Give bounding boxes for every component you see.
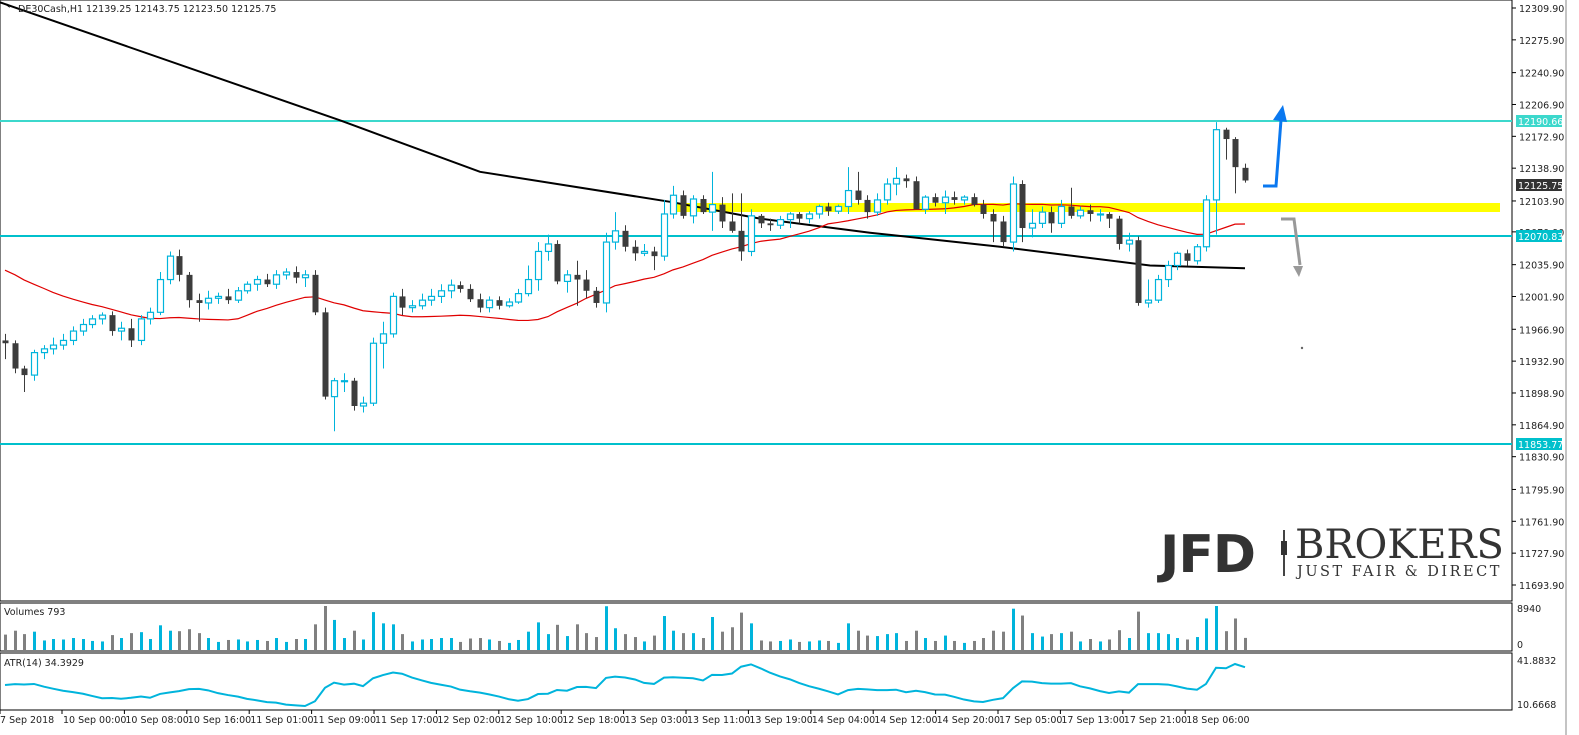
volume-pane[interactable] [0,602,1513,652]
svg-text:12103.90: 12103.90 [1519,197,1564,208]
svg-text:17 Sep 05:00: 17 Sep 05:00 [999,715,1062,726]
volume-bars [4,606,1247,650]
atr-line [4,662,1246,708]
svg-text:JUST FAIR & DIRECT: JUST FAIR & DIRECT [1295,564,1502,580]
svg-text:11830.90: 11830.90 [1519,453,1564,464]
svg-text:11693.90: 11693.90 [1519,581,1564,592]
svg-text:10 Sep 08:00: 10 Sep 08:00 [125,715,188,726]
svg-text:12 Sep 10:00: 12 Sep 10:00 [500,715,563,726]
svg-text:12138.90: 12138.90 [1519,164,1564,175]
dot-marker [1300,346,1304,350]
atr-min-label: 10.6668 [1517,700,1556,711]
svg-text:12309.90: 12309.90 [1519,4,1564,15]
svg-text:14 Sep 12:00: 14 Sep 12:00 [874,715,937,726]
svg-text:10 Sep 00:00: 10 Sep 00:00 [63,715,126,726]
svg-text:11 Sep 09:00: 11 Sep 09:00 [313,715,376,726]
svg-text:17 Sep 21:00: 17 Sep 21:00 [1124,715,1187,726]
svg-text:12275.90: 12275.90 [1519,36,1564,47]
svg-text:13 Sep 03:00: 13 Sep 03:00 [625,715,688,726]
svg-text:12125.75: 12125.75 [1518,181,1563,192]
svg-text:7 Sep 2018: 7 Sep 2018 [0,715,54,726]
resistance-zone [670,203,1500,212]
svg-text:13 Sep 11:00: 13 Sep 11:00 [687,715,750,726]
ma-fast-line [4,202,1246,322]
svg-text:12070.83: 12070.83 [1518,232,1563,243]
svg-text:18 Sep 06:00: 18 Sep 06:00 [1186,715,1249,726]
level-tag-11853: 11853.77 [1516,438,1563,451]
svg-text:11932.90: 11932.90 [1519,357,1564,368]
arrow-up-icon [1263,105,1287,188]
svg-text:10 Sep 16:00: 10 Sep 16:00 [188,715,251,726]
svg-text:12240.90: 12240.90 [1519,69,1564,80]
price-axis[interactable]: 12309.90 12275.90 12240.90 12206.90 12172.90… [1512,4,1564,592]
svg-text:12 Sep 02:00: 12 Sep 02:00 [437,715,500,726]
main-pane[interactable] [0,0,1513,602]
level-tag-12190: 12190.66 [1516,115,1563,128]
volume-min-label: 0 [1517,640,1523,651]
svg-text:12172.90: 12172.90 [1519,132,1564,143]
chart-header: DE30Cash,H1 12139.25 12143.75 12123.50 1… [18,4,276,15]
svg-text:BROKERS: BROKERS [1295,522,1504,568]
dropdown-arrow-icon[interactable] [3,3,10,8]
atr-max-label: 41.8832 [1517,656,1556,667]
svg-text:11 Sep 17:00: 11 Sep 17:00 [375,715,438,726]
svg-text:11966.90: 11966.90 [1519,325,1564,336]
svg-text:12206.90: 12206.90 [1519,100,1564,111]
svg-text:11795.90: 11795.90 [1519,485,1564,496]
svg-text:13 Sep 19:00: 13 Sep 19:00 [749,715,812,726]
svg-text:JFD: JFD [1157,525,1255,585]
jfd-brokers-logo: JFD BROKERS JUST FAIR & DIRECT [1157,522,1504,585]
volume-max-label: 8940 [1517,604,1541,615]
svg-text:11727.90: 11727.90 [1519,549,1564,560]
svg-text:14 Sep 20:00: 14 Sep 20:00 [937,715,1000,726]
svg-text:11761.90: 11761.90 [1519,517,1564,528]
svg-text:11864.90: 11864.90 [1519,421,1564,432]
svg-text:11853.77: 11853.77 [1518,440,1563,451]
svg-text:11898.90: 11898.90 [1519,389,1564,400]
svg-text:14 Sep 04:00: 14 Sep 04:00 [812,715,875,726]
svg-text:12190.66: 12190.66 [1518,117,1563,128]
svg-text:17 Sep 13:00: 17 Sep 13:00 [1061,715,1124,726]
arrow-down-icon [1281,217,1303,277]
atr-pane[interactable] [0,652,1513,711]
current-price-tag: 12125.75 [1516,179,1563,192]
svg-text:12035.90: 12035.90 [1519,261,1564,272]
volume-label: Volumes 793 [4,607,65,618]
svg-text:12001.90: 12001.90 [1519,293,1564,304]
candlesticks [2,122,1249,432]
svg-text:11 Sep 01:00: 11 Sep 01:00 [250,715,313,726]
svg-text:12 Sep 18:00: 12 Sep 18:00 [562,715,625,726]
atr-label: ATR(14) 34.3929 [4,658,84,669]
level-tag-12070: 12070.83 [1516,230,1563,243]
